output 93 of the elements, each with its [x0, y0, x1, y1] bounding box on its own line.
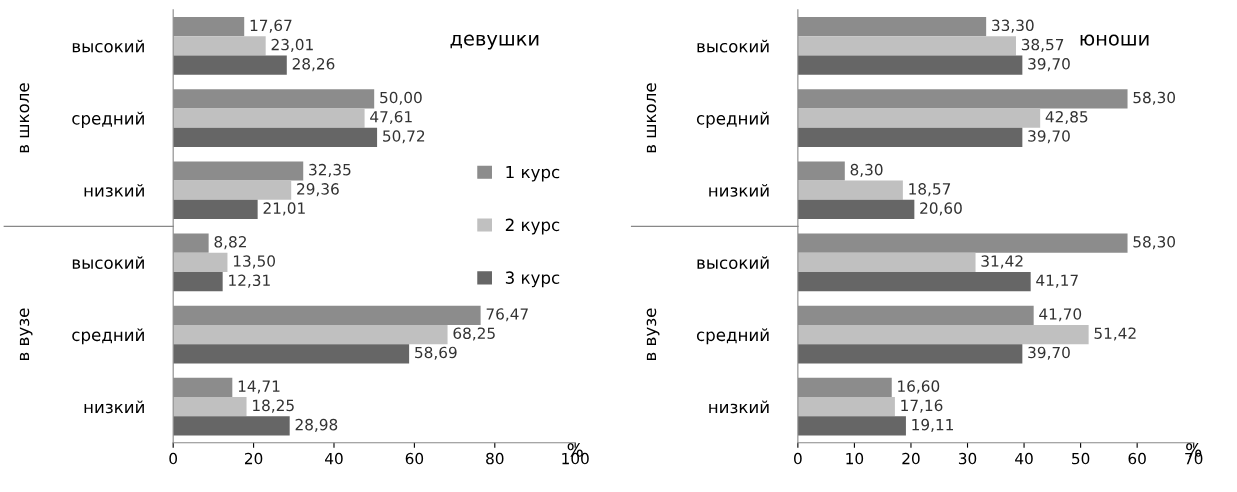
data-label: 41,17	[1036, 274, 1078, 288]
bar	[173, 324, 448, 345]
data-label: 58,30	[1133, 91, 1176, 105]
x-tick-label: 40	[1015, 452, 1033, 465]
data-label: 17,16	[901, 399, 943, 413]
x-tick-label: 80	[486, 452, 504, 465]
y-tick-label: средний	[696, 111, 769, 128]
data-label: 68,25	[453, 327, 495, 341]
text: девушки	[450, 34, 539, 50]
data-label: 51,42	[1094, 327, 1136, 341]
data-label: 18,25	[253, 399, 294, 413]
bar	[173, 199, 258, 220]
x-tick-label: 10	[846, 452, 864, 465]
data-label: 47,61	[370, 110, 412, 125]
bar	[173, 55, 287, 75]
bar	[797, 272, 1031, 292]
bar	[797, 344, 1023, 364]
bar	[797, 180, 903, 200]
data-label: 29,36	[297, 183, 339, 197]
data-label: 38,57	[1021, 38, 1064, 52]
x-tick-label: 40	[325, 452, 343, 465]
data-label: 42,85	[1045, 110, 1088, 125]
bar	[797, 127, 1023, 147]
y-tick-label: высокий	[72, 256, 144, 269]
data-label: 19,11	[912, 418, 954, 432]
y-tick-label: высокий	[72, 39, 144, 53]
bar	[797, 252, 976, 273]
x-tick-label: 60	[405, 452, 424, 465]
x-tick-label: 20	[902, 452, 920, 465]
y-tick-label: низкий	[84, 400, 144, 414]
bar	[797, 324, 1089, 345]
bar	[173, 272, 223, 292]
y-tick-label: средний	[696, 328, 769, 345]
data-label: 18,57	[909, 183, 951, 197]
y-tick-label: средний	[72, 328, 144, 345]
data-label: 28,98	[295, 418, 338, 432]
bar	[173, 397, 247, 417]
data-label: 23,01	[271, 38, 313, 52]
x-tick-label: 20	[244, 452, 263, 465]
data-label: 8,82	[214, 236, 246, 250]
x-tick-label: 60	[1128, 452, 1146, 465]
bar	[173, 127, 378, 147]
bar	[797, 55, 1023, 75]
data-label: 32,35	[309, 163, 351, 177]
data-label: 50,00	[380, 91, 422, 105]
y-tick-label: низкий	[709, 183, 769, 197]
bar	[797, 416, 906, 436]
data-label: 41,70	[1039, 308, 1082, 322]
bar	[797, 36, 1016, 56]
data-label: 33,30	[992, 19, 1034, 33]
data-label: 39,70	[1028, 130, 1070, 144]
bar	[797, 397, 895, 417]
text: в вузе	[646, 308, 660, 361]
data-label: 58,69	[415, 346, 457, 360]
data-label: 39,70	[1028, 346, 1070, 360]
bar	[173, 108, 365, 128]
data-label: 58,30	[1133, 236, 1176, 250]
y-tick-label: высокий	[697, 256, 769, 269]
bar	[173, 36, 266, 56]
x-tick-label: 0	[794, 452, 802, 465]
legend-label: 1 курс	[506, 165, 560, 182]
data-label: 8,30	[850, 163, 883, 177]
bar	[173, 416, 290, 436]
data-label: 17,67	[250, 19, 292, 33]
legend-label: 2 курс	[505, 218, 560, 235]
data-label: 76,47	[486, 308, 528, 322]
data-label: 14,71	[238, 380, 280, 394]
bar	[173, 344, 410, 364]
text: юноши	[1080, 34, 1149, 46]
y-tick-label: низкий	[84, 183, 144, 197]
data-label: 13,50	[233, 255, 275, 269]
y-tick-label: высокий	[697, 39, 769, 53]
data-label: 39,70	[1028, 58, 1070, 72]
data-label: 31,42	[981, 255, 1023, 269]
x-tick-label: 30	[958, 452, 977, 465]
bar	[173, 180, 292, 200]
text: в школе	[19, 83, 30, 153]
data-label: 12,31	[229, 274, 270, 288]
data-label: 28,26	[292, 58, 335, 72]
x-tick-label: 50	[1072, 452, 1090, 465]
data-label: 50,72	[383, 130, 425, 144]
data-label: 21,01	[263, 202, 305, 216]
data-label: 20,60	[920, 202, 962, 216]
text: в школе	[646, 83, 657, 153]
data-label: 16,60	[898, 380, 940, 394]
legend-label: 3 курс	[505, 271, 560, 288]
bar	[797, 199, 915, 220]
bar	[173, 252, 228, 273]
x-tick-label: 0	[169, 452, 178, 465]
bar	[797, 108, 1041, 128]
y-tick-label: средний	[72, 111, 144, 128]
y-tick-label: низкий	[709, 400, 769, 414]
text: в вузе	[19, 308, 33, 361]
